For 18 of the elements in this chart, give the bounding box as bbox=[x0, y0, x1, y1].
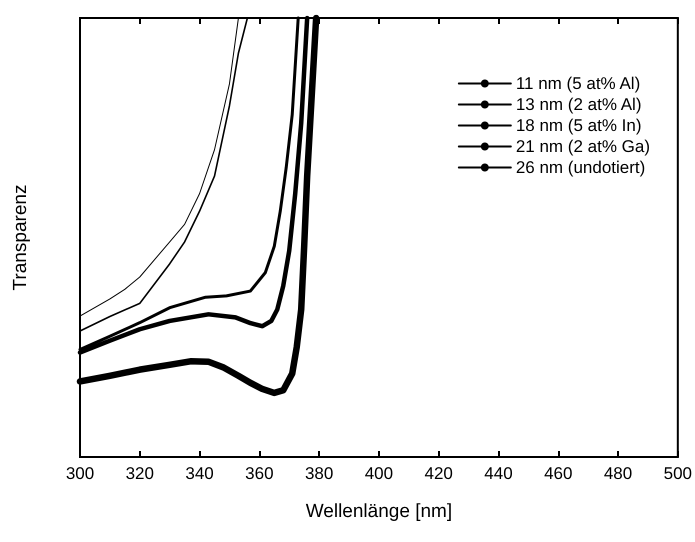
x-tick-label: 300 bbox=[66, 464, 94, 483]
legend-label: 21 nm (2 at% Ga) bbox=[516, 137, 650, 156]
legend-label: 13 nm (2 at% Al) bbox=[516, 95, 642, 114]
x-tick-label: 320 bbox=[126, 464, 154, 483]
x-tick-label: 500 bbox=[664, 464, 692, 483]
x-tick-label: 340 bbox=[185, 464, 214, 483]
legend-label: 18 nm (5 at% In) bbox=[516, 116, 642, 135]
x-axis-title: Wellenlänge [nm] bbox=[306, 501, 452, 522]
x-tick-label: 400 bbox=[364, 464, 394, 483]
x-tick-label: 480 bbox=[604, 464, 632, 483]
x-tick-label: 360 bbox=[245, 464, 274, 483]
legend-label: 26 nm (undotiert) bbox=[516, 158, 646, 177]
y-axis-title: Transparenz bbox=[10, 184, 31, 290]
legend-label: 11 nm (5 at% Al) bbox=[516, 74, 640, 93]
x-tick-label: 380 bbox=[304, 464, 334, 483]
x-tick-label: 460 bbox=[544, 464, 572, 483]
x-tick-label: 440 bbox=[484, 464, 513, 483]
x-tick-label: 420 bbox=[424, 464, 453, 483]
